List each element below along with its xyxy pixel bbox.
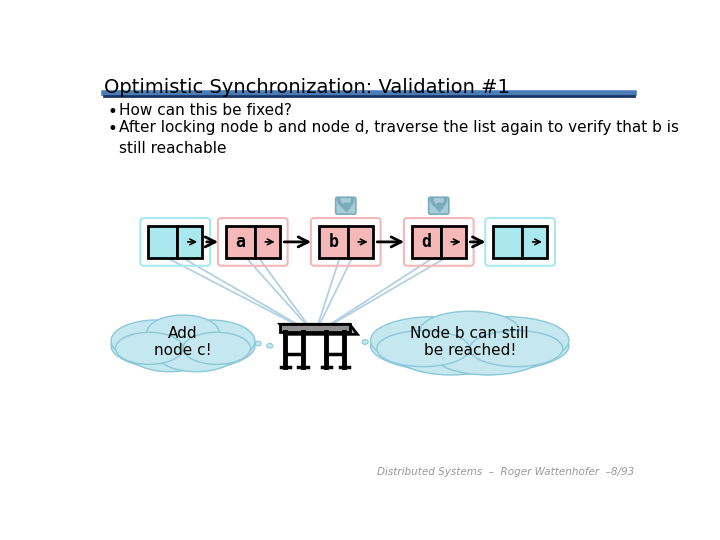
Text: Distributed Systems  –  Roger Wattenhofer  –8/93: Distributed Systems – Roger Wattenhofer … bbox=[377, 467, 634, 477]
Bar bbox=[348, 226, 373, 258]
Ellipse shape bbox=[147, 315, 219, 349]
Ellipse shape bbox=[255, 341, 261, 346]
Ellipse shape bbox=[433, 333, 544, 375]
Ellipse shape bbox=[111, 321, 255, 370]
Ellipse shape bbox=[395, 333, 507, 375]
Ellipse shape bbox=[116, 332, 183, 365]
Ellipse shape bbox=[266, 343, 273, 348]
Ellipse shape bbox=[111, 320, 201, 362]
Polygon shape bbox=[280, 325, 350, 332]
Polygon shape bbox=[280, 325, 357, 334]
Ellipse shape bbox=[377, 330, 469, 367]
Bar bbox=[522, 226, 547, 258]
Text: •: • bbox=[107, 103, 117, 122]
Ellipse shape bbox=[165, 320, 255, 362]
Ellipse shape bbox=[469, 330, 563, 367]
Bar bbox=[255, 226, 280, 258]
Bar bbox=[412, 226, 441, 258]
Bar bbox=[441, 226, 466, 258]
Ellipse shape bbox=[156, 335, 237, 372]
Text: Add
node c!: Add node c! bbox=[154, 326, 212, 358]
Bar bbox=[493, 226, 522, 258]
Ellipse shape bbox=[385, 342, 392, 347]
Text: Node b can still
be reached!: Node b can still be reached! bbox=[410, 326, 529, 358]
Ellipse shape bbox=[445, 317, 569, 364]
Ellipse shape bbox=[129, 335, 210, 372]
Bar bbox=[225, 226, 255, 258]
Ellipse shape bbox=[374, 341, 380, 346]
Ellipse shape bbox=[420, 311, 519, 350]
Bar bbox=[177, 226, 202, 258]
Text: After locking node b and node d, traverse the list again to verify that b is
sti: After locking node b and node d, travers… bbox=[120, 120, 680, 156]
Text: b: b bbox=[328, 233, 338, 251]
Text: •: • bbox=[107, 120, 117, 138]
Bar bbox=[319, 226, 348, 258]
Ellipse shape bbox=[243, 338, 250, 342]
Text: Optimistic Synchronization: Validation #1: Optimistic Synchronization: Validation #… bbox=[104, 78, 510, 97]
Text: How can this be fixed?: How can this be fixed? bbox=[120, 103, 292, 118]
Bar bbox=[148, 226, 177, 258]
Text: d: d bbox=[421, 233, 431, 251]
FancyBboxPatch shape bbox=[336, 197, 356, 214]
Ellipse shape bbox=[371, 317, 495, 364]
FancyBboxPatch shape bbox=[428, 197, 449, 214]
Ellipse shape bbox=[371, 318, 569, 374]
Ellipse shape bbox=[183, 332, 251, 365]
Text: a: a bbox=[235, 233, 246, 251]
Ellipse shape bbox=[362, 340, 368, 345]
